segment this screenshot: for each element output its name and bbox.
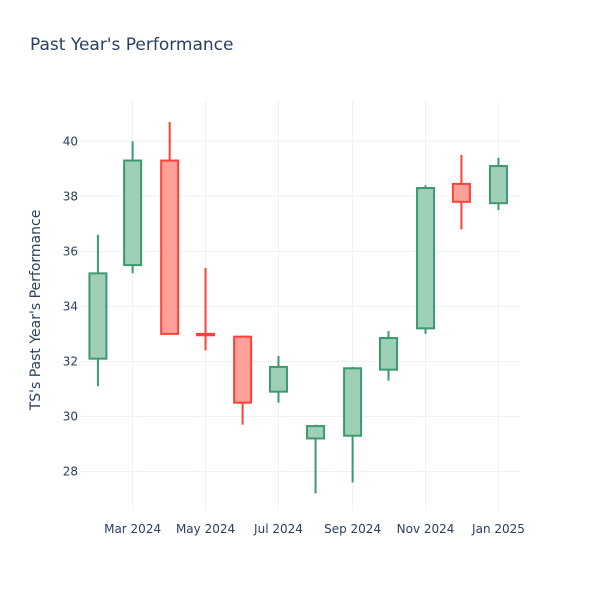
candle-increasing — [378, 331, 398, 381]
candle-body — [451, 182, 471, 203]
candle-increasing — [343, 366, 363, 483]
candle-body — [196, 332, 216, 337]
candle-body — [268, 365, 288, 393]
candle-body — [378, 337, 398, 371]
y-tick-label: 36 — [63, 244, 78, 258]
y-tick-label: 34 — [63, 299, 78, 313]
y-tick-label: 38 — [63, 189, 78, 203]
candle-body — [88, 272, 108, 360]
x-tick-label: Sep 2024 — [324, 522, 381, 536]
candle-increasing — [268, 355, 288, 403]
candle-increasing — [416, 185, 436, 334]
y-tick-label: 40 — [63, 134, 78, 148]
candle-body — [123, 159, 143, 267]
candle-decreasing — [160, 122, 180, 335]
x-tick-label: Nov 2024 — [397, 522, 455, 536]
candle-body — [488, 165, 508, 205]
candle-decreasing — [196, 267, 216, 351]
x-tick-label: Jan 2025 — [471, 522, 525, 536]
x-tick-label: May 2024 — [176, 522, 235, 536]
candle-increasing — [123, 141, 143, 274]
y-axis-label: TS's Past Year's Performance — [28, 210, 44, 412]
candle-body — [233, 335, 253, 404]
candle-body — [306, 425, 326, 440]
y-tick-label: 32 — [63, 354, 78, 368]
candles — [88, 122, 508, 494]
candle-body — [160, 159, 180, 335]
x-axis-ticks: Mar 2024 May 2024 Jul 2024 Sep 2024 Nov 2024… — [104, 522, 525, 536]
y-axis-ticks: 28 30 32 34 36 38 40 — [63, 134, 78, 478]
candle-body — [416, 187, 436, 330]
y-tick-label: 28 — [63, 464, 78, 478]
x-tick-label: Mar 2024 — [104, 522, 161, 536]
y-tick-label: 30 — [63, 409, 78, 423]
candle-body — [343, 367, 363, 437]
candle-increasing — [488, 157, 508, 211]
chart-title: Past Year's Performance — [30, 35, 234, 55]
candle-increasing — [88, 234, 108, 387]
candle-decreasing — [233, 335, 253, 425]
candle-increasing — [306, 424, 326, 494]
candle-decreasing — [451, 155, 471, 230]
x-tick-label: Jul 2024 — [253, 522, 303, 536]
y-gridlines — [80, 140, 520, 472]
